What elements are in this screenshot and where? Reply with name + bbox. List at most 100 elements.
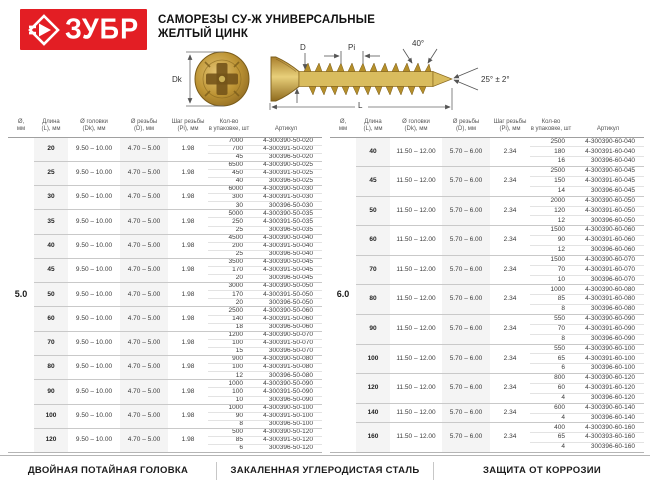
head-diameter-cell: 11.50 – 12.00 xyxy=(396,433,436,441)
title-line-2: ЖЕЛТЫЙ ЦИНК xyxy=(158,28,249,40)
table-row: 4 300396-60-120 xyxy=(330,393,644,404)
pack-quantity-cell: 550 xyxy=(530,344,572,355)
column-header: Кол-во в упаковке, шт xyxy=(530,112,572,138)
table-row: 140 11.50 – 12.00 5.70 – 6.00 2.34 600 4-3003… xyxy=(330,403,644,424)
pack-quantity-cell: 600 xyxy=(530,403,572,414)
thread-diameter-cell: 4.70 – 5.00 xyxy=(120,306,168,332)
thread-diameter-cell: 4.70 – 5.00 xyxy=(120,185,168,211)
table-row: 180 4-300391-60-040 xyxy=(330,146,644,158)
pack-quantity-cell: 900 xyxy=(208,355,250,365)
article-number-cell: 4-300390-50-030 xyxy=(250,185,322,195)
article-number-cell: 4-300390-50-050 xyxy=(250,282,322,292)
pack-quantity-cell: 200 xyxy=(208,242,250,251)
dim-label-d: D xyxy=(300,43,306,52)
table-row: 120 4-300391-60-050 xyxy=(330,206,644,217)
table-row: 700 4-300391-50-020 xyxy=(8,145,322,154)
pack-quantity-cell: 14 xyxy=(530,186,572,197)
pack-quantity-cell: 800 xyxy=(530,373,572,384)
table-row: 8 300396-60-090 xyxy=(330,334,644,345)
thread-diameter-cell: 4.70 – 5.00 xyxy=(120,404,168,429)
pack-quantity-cell: 4 xyxy=(561,443,565,451)
head-diameter-cell: 11.50 – 12.00 xyxy=(390,225,442,256)
zubr-arrow-icon xyxy=(28,13,60,46)
article-number-cell: 300396-60-100 xyxy=(572,363,644,375)
thread-pitch-cell: 1.98 xyxy=(168,282,208,308)
table-row: 12 300396-60-050 xyxy=(330,215,644,227)
head-diameter-cell: 9.50 – 10.00 xyxy=(68,137,120,162)
head-diameter-cell: 9.50 – 10.00 xyxy=(68,258,120,284)
length-cell: 45 xyxy=(34,258,68,284)
pack-quantity-cell: 8 xyxy=(530,304,572,315)
head-diameter-cell: 9.50 – 10.00 xyxy=(68,355,120,381)
thread-diameter-cell: 4.70 – 5.00 xyxy=(120,161,168,187)
article-number-cell: 4-300391-60-090 xyxy=(572,324,644,335)
thread-pitch-cell: 1.98 xyxy=(168,234,208,259)
article-number-cell: 300396-50-080 xyxy=(250,371,322,381)
article-number-cell: 4-300391-60-070 xyxy=(572,265,644,276)
article-number-cell: 4-300390-60-060 xyxy=(572,225,644,237)
pack-quantity-cell: 70 xyxy=(530,324,572,335)
diameter-cell: 6.0 xyxy=(336,289,350,300)
pack-quantity-cell: 140 xyxy=(208,315,250,324)
pack-quantity-cell: 6000 xyxy=(208,185,250,195)
length-cell: 90 xyxy=(356,314,390,345)
pack-quantity-cell: 400 xyxy=(530,422,572,434)
table-row: 120 11.50 – 12.00 5.70 – 6.00 2.34 800 4-3003… xyxy=(330,373,644,404)
head-diameter-cell: 9.50 – 10.00 xyxy=(68,161,120,187)
pack-quantity-cell: 100 xyxy=(208,339,250,348)
table-row: 60 9.50 – 10.00 4.70 – 5.00 1.98 2500 4-30039… xyxy=(8,306,322,332)
table-row: 90 4-300391-60-060 xyxy=(330,235,644,246)
screw-threads xyxy=(303,62,432,96)
table-row: 20 300396-50-050 xyxy=(8,298,322,308)
article-number-cell: 4-300390-50-060 xyxy=(250,306,322,316)
tip-angle-lines xyxy=(453,67,479,91)
pack-quantity-cell: 90 xyxy=(530,235,572,246)
article-number-cell: 300396-50-045 xyxy=(250,274,322,284)
article-number-cell: 300396-50-040 xyxy=(250,250,322,259)
pack-quantity-cell: 2500 xyxy=(530,166,572,177)
page-title: САМОРЕЗЫ СУ-Ж УНИВЕРСАЛЬНЫЕ ЖЕЛТЫЙ ЦИНК xyxy=(158,13,375,41)
head-diameter-cell: 9.50 – 10.00 xyxy=(68,185,120,211)
head-diameter-cell: 9.50 – 10.00 xyxy=(68,306,120,332)
pack-quantity-cell: 1500 xyxy=(530,255,572,266)
thread-pitch-cell: 1.98 xyxy=(168,137,208,162)
table-row: 100 4-300391-50-090 xyxy=(8,387,322,397)
head-diameter-cell: 9.50 – 10.00 xyxy=(68,331,120,357)
article-number-cell: 300396-50-060 xyxy=(250,323,322,332)
table-row: 70 4-300391-60-090 xyxy=(330,324,644,335)
pack-quantity-cell: 170 xyxy=(208,290,250,300)
head-diameter-cell: 11.50 – 12.00 xyxy=(390,137,442,168)
table-row: 6 300396-60-100 xyxy=(330,363,644,375)
thread-diameter-cell: 5.70 – 6.00 xyxy=(442,225,490,256)
table-row: 60 4-300391-60-120 xyxy=(330,383,644,394)
pack-quantity-cell: 12 xyxy=(208,371,250,381)
length-cell: 70 xyxy=(34,331,68,357)
l-label-backing xyxy=(355,99,368,110)
table-row: 200 4-300391-50-040 xyxy=(8,242,322,251)
article-number-cell: 300396-60-160 xyxy=(590,443,635,451)
article-number-cell: 4-300391-60-045 xyxy=(572,176,644,187)
pack-quantity-cell: 1000 xyxy=(208,379,250,389)
table-row: 35 9.50 – 10.00 4.70 – 5.00 1.98 5000 4-30039… xyxy=(8,209,322,235)
article-number-cell: 4-300391-50-035 xyxy=(250,217,322,227)
thread-pitch-cell: 2.34 xyxy=(490,225,530,256)
table-row: 140 4-300391-50-060 xyxy=(8,315,322,324)
article-number-cell: 300396-60-090 xyxy=(572,334,644,345)
pack-quantity-cell: 1000 xyxy=(530,284,572,296)
pack-quantity-cell: 65 xyxy=(530,353,572,365)
article-number-cell: 300396-50-050 xyxy=(250,298,322,308)
thread-pitch-cell: 2.34 xyxy=(490,166,530,197)
thread-diameter-cell: 4.70 – 5.00 xyxy=(120,355,168,381)
article-number-cell: 4-300391-50-120 xyxy=(250,436,322,446)
column-header: Ø резьбы (D), мм xyxy=(442,112,490,138)
article-number-cell: 4-300393-60-160 xyxy=(572,432,644,444)
article-number-cell: 4-300390-60-050 xyxy=(572,196,644,207)
thread-pitch-cell: 2.34 xyxy=(490,314,530,345)
article-number-cell: 4-300390-60-080 xyxy=(572,284,644,296)
pack-quantity-cell: 60 xyxy=(530,383,572,394)
thread-pitch-cell: 1.98 xyxy=(168,404,208,429)
table-row: 25 300396-50-035 xyxy=(8,226,322,235)
thread-pitch-cell: 1.98 xyxy=(168,306,208,332)
table-row: 16 300396-60-040 xyxy=(330,156,644,168)
pack-quantity-cell: 500 xyxy=(208,428,250,437)
